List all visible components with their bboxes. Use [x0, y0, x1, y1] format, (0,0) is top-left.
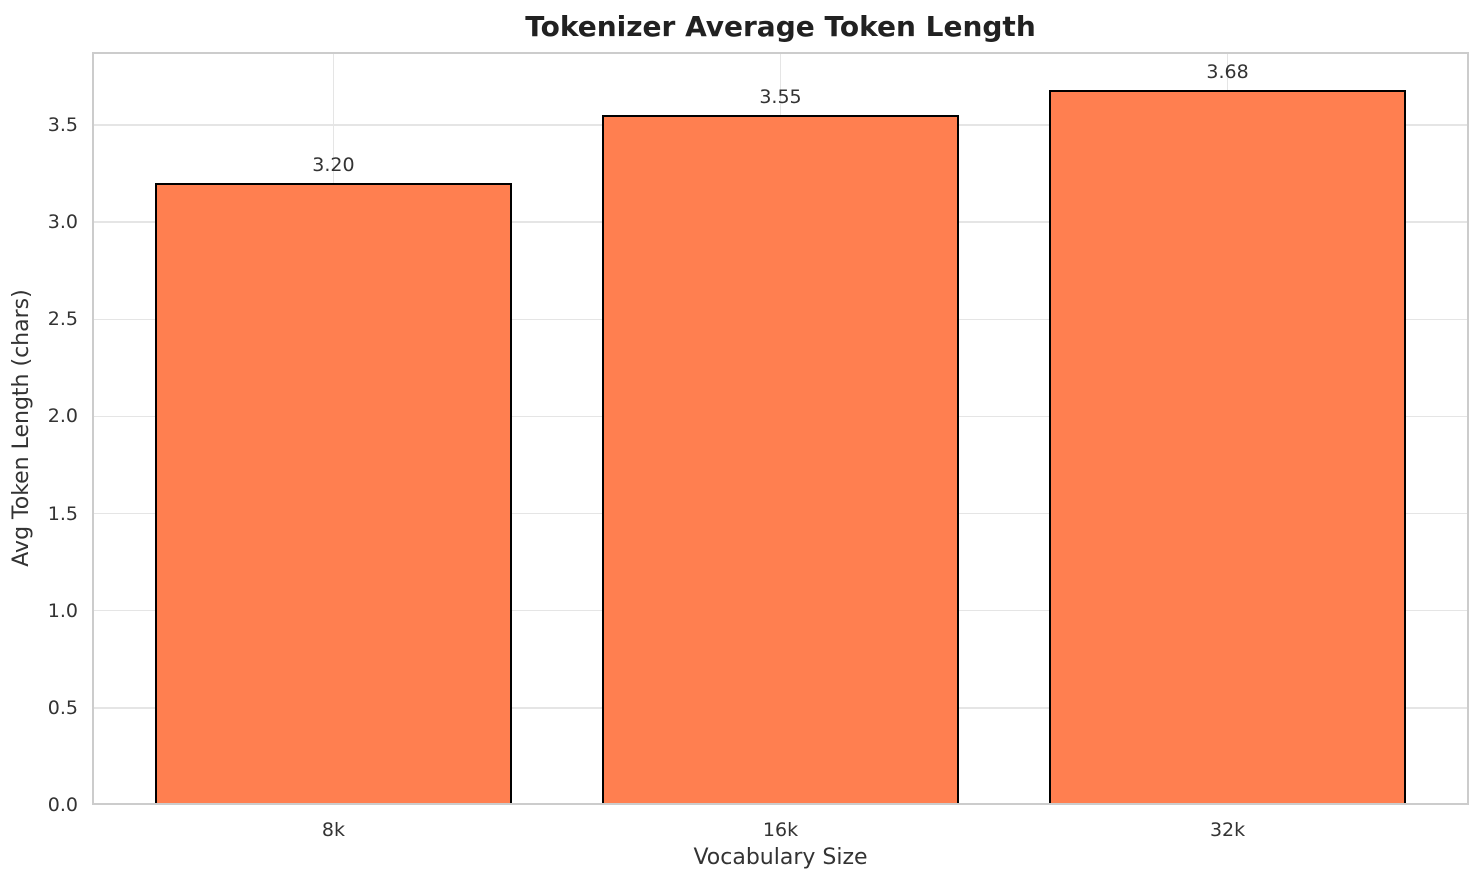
y-tick-label: 3.5	[47, 114, 78, 137]
y-tick-label: 0.5	[47, 696, 78, 719]
y-tick-label: 2.0	[47, 405, 78, 428]
chart-title: Tokenizer Average Token Length	[525, 10, 1036, 43]
x-axis-label: Vocabulary Size	[693, 845, 868, 870]
bar	[1048, 90, 1407, 805]
x-tick-label: 16k	[762, 819, 799, 841]
y-tick-label: 3.0	[47, 211, 78, 234]
y-tick-label: 0.0	[47, 794, 78, 816]
x-tick-label: 8k	[321, 819, 345, 841]
bar	[154, 183, 513, 805]
bar-value-label: 3.68	[1206, 61, 1249, 84]
bar-value-label: 3.20	[312, 154, 355, 177]
x-tick-label: 32k	[1209, 819, 1246, 841]
plot-area	[92, 52, 1469, 805]
y-tick-label: 1.5	[47, 502, 78, 525]
y-tick-label: 2.5	[47, 308, 78, 331]
y-tick-label: 1.0	[47, 599, 78, 622]
bar-value-label: 3.55	[759, 86, 802, 109]
bar	[601, 115, 960, 805]
